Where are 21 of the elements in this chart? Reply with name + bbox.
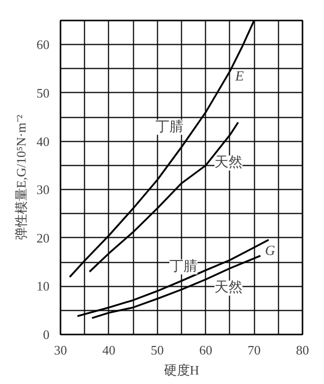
y-tick-label: 0 (43, 327, 50, 342)
y-axis-title: 弹性模量E,G/10⁵N·m⁻² (14, 114, 28, 240)
x-tick-label: 70 (248, 342, 261, 358)
y-tick-label: 60 (36, 37, 50, 52)
annotation: 丁腈 (169, 258, 198, 274)
y-tick-label: 30 (36, 182, 50, 198)
x-tick-label: 60 (199, 342, 212, 358)
y-tick-label: 20 (36, 230, 50, 246)
annotation: E (234, 70, 244, 85)
x-tick-label: 30 (54, 342, 67, 358)
annotation: 天然 (214, 154, 242, 171)
x-axis-title: 硬度H (164, 362, 200, 378)
y-tick-label: 50 (36, 85, 50, 100)
annotation: G (265, 244, 276, 259)
x-tick-label: 40 (102, 342, 116, 358)
x-tick-label: 80 (296, 342, 309, 358)
y-tick-label: 10 (36, 278, 50, 294)
annotation: 天然 (214, 280, 242, 296)
y-tick-label: 40 (36, 134, 50, 149)
x-tick-label: 50 (150, 342, 164, 358)
annotation: 丁腈 (155, 118, 184, 135)
